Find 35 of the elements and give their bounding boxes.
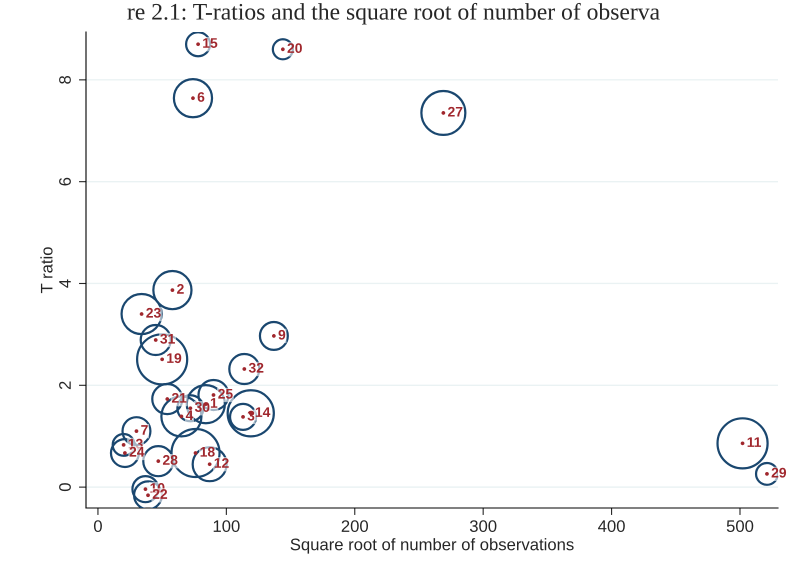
annotation: 28: [162, 455, 178, 465]
y-tick-label: 0: [59, 483, 71, 492]
annotation: 31: [160, 334, 175, 344]
chart-title: re 2.1: T-ratios and the square root of number of observa: [127, 2, 660, 25]
annotation: 23: [146, 308, 161, 318]
annotation: 18: [200, 446, 215, 457]
annotation: 25: [218, 388, 233, 399]
x-tick-label: 100: [214, 520, 240, 532]
annotation: 14: [256, 407, 270, 417]
annotation: 29: [772, 468, 786, 478]
annotation: 11: [748, 437, 762, 447]
annotation: 24: [130, 446, 144, 457]
annotation: 9: [278, 330, 286, 340]
annotation: 6: [198, 92, 204, 102]
annotation: 27: [448, 106, 462, 117]
y-tick-label: 4: [59, 279, 71, 288]
annotation: 15: [203, 38, 218, 48]
x-axis-title: Square root of number of observations: [290, 538, 574, 554]
x-tick-label: 0: [94, 520, 102, 532]
y-tick-label: 6: [59, 178, 71, 186]
y-tick-label: 8: [59, 76, 71, 84]
y-axis-title: T ratio: [40, 247, 53, 294]
annotation: 7: [141, 425, 148, 435]
x-tick-label: 500: [726, 520, 754, 532]
x-tick-label: 400: [598, 520, 625, 532]
annotation: 32: [248, 362, 264, 373]
annotation: 4: [186, 410, 194, 420]
x-tick-label: 200: [342, 520, 368, 532]
annotation: 1: [210, 398, 218, 408]
x-tick-label: 300: [470, 520, 496, 532]
annotation: 12: [214, 458, 229, 468]
annotation: 19: [167, 353, 182, 364]
annotation: 2: [177, 284, 184, 294]
y-tick-label: 2: [59, 382, 71, 390]
annotation: 20: [288, 43, 302, 54]
